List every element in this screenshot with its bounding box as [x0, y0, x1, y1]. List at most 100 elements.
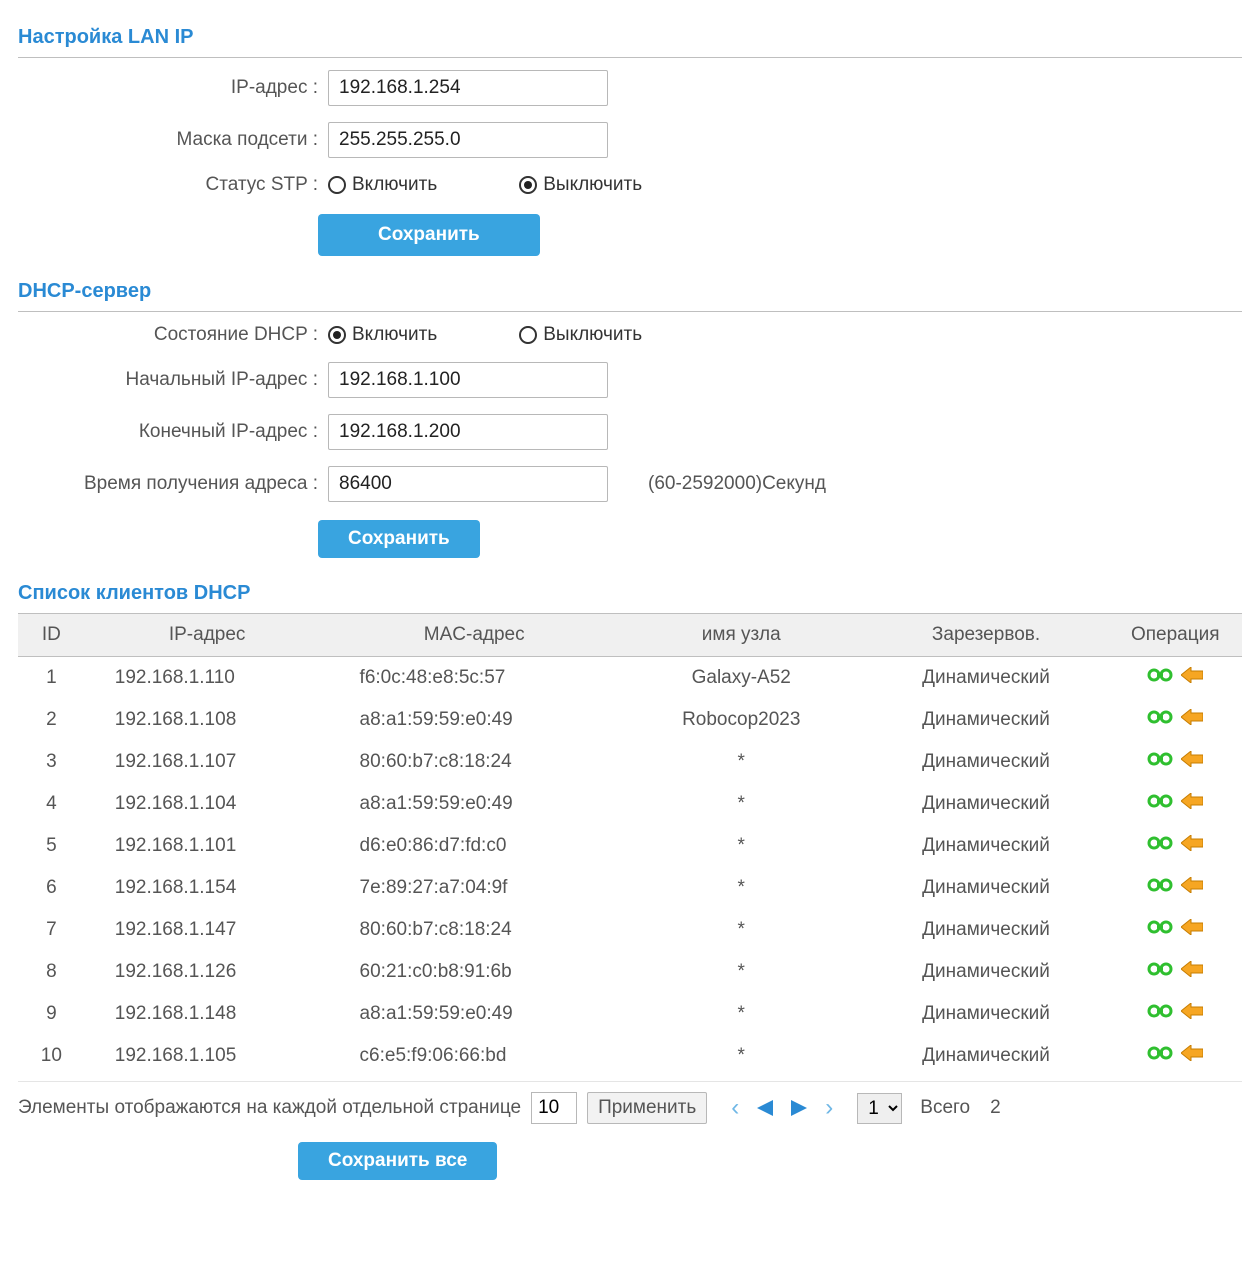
- dhcp-section-title: DHCP-сервер: [18, 280, 1242, 303]
- release-button[interactable]: [1181, 919, 1203, 941]
- dhcp-lease-input[interactable]: [328, 466, 608, 502]
- bind-button[interactable]: [1147, 919, 1173, 941]
- release-button[interactable]: [1181, 877, 1203, 899]
- cell-ops: [1108, 825, 1242, 867]
- per-page-input[interactable]: [531, 1092, 577, 1124]
- cell-ops: [1108, 783, 1242, 825]
- table-row: 10192.168.1.105c6:e5:f9:06:66:bd*Динамич…: [18, 1035, 1242, 1077]
- bind-button[interactable]: [1147, 793, 1173, 815]
- cell-ip: 192.168.1.105: [85, 1035, 330, 1077]
- cell-ops: [1108, 993, 1242, 1035]
- divider: [18, 57, 1242, 58]
- cell-id: 5: [18, 825, 85, 867]
- cell-ops: [1108, 867, 1242, 909]
- first-page-icon[interactable]: ‹: [731, 1096, 739, 1120]
- release-button[interactable]: [1181, 667, 1203, 689]
- arrow-left-icon: [1181, 835, 1203, 851]
- bind-button[interactable]: [1147, 877, 1173, 899]
- cell-ip: 192.168.1.148: [85, 993, 330, 1035]
- release-button[interactable]: [1181, 793, 1203, 815]
- radio-icon: [328, 326, 346, 344]
- cell-id: 6: [18, 867, 85, 909]
- col-host: имя узла: [619, 614, 864, 657]
- col-ops: Операция: [1108, 614, 1242, 657]
- release-button[interactable]: [1181, 751, 1203, 773]
- dhcp-state-on-radio[interactable]: Включить: [328, 324, 437, 346]
- next-page-icon[interactable]: [791, 1100, 807, 1116]
- arrow-left-icon: [1181, 1003, 1203, 1019]
- cell-mac: a8:a1:59:59:e0:49: [330, 993, 619, 1035]
- bind-button[interactable]: [1147, 835, 1173, 857]
- release-button[interactable]: [1181, 835, 1203, 857]
- release-button[interactable]: [1181, 961, 1203, 983]
- lan-stp-on-radio[interactable]: Включить: [328, 174, 437, 196]
- dhcp-save-button[interactable]: Сохранить: [318, 520, 480, 558]
- table-row: 8192.168.1.12660:21:c0:b8:91:6b*Динамиче…: [18, 951, 1242, 993]
- lan-stp-off-label: Выключить: [543, 174, 642, 196]
- cell-mac: 80:60:b7:c8:18:24: [330, 909, 619, 951]
- link-icon: [1147, 877, 1173, 893]
- lan-stp-off-radio[interactable]: Выключить: [519, 174, 642, 196]
- cell-mac: 7e:89:27:a7:04:9f: [330, 867, 619, 909]
- arrow-left-icon: [1181, 919, 1203, 935]
- cell-ip: 192.168.1.104: [85, 783, 330, 825]
- page-select[interactable]: 1: [857, 1093, 902, 1124]
- cell-reserved: Динамический: [864, 741, 1109, 783]
- bind-button[interactable]: [1147, 1003, 1173, 1025]
- cell-id: 7: [18, 909, 85, 951]
- dhcp-state-label: Состояние DHCP :: [18, 324, 328, 346]
- cell-ip: 192.168.1.101: [85, 825, 330, 867]
- radio-icon: [519, 176, 537, 194]
- cell-id: 10: [18, 1035, 85, 1077]
- release-button[interactable]: [1181, 1045, 1203, 1067]
- table-row: 2192.168.1.108a8:a1:59:59:e0:49Robocop20…: [18, 699, 1242, 741]
- cell-ip: 192.168.1.154: [85, 867, 330, 909]
- lan-save-button[interactable]: Сохранить: [318, 214, 540, 256]
- dhcp-state-on-label: Включить: [352, 324, 437, 346]
- cell-ops: [1108, 741, 1242, 783]
- cell-reserved: Динамический: [864, 825, 1109, 867]
- divider: [18, 311, 1242, 312]
- cell-mac: d6:e0:86:d7:fd:c0: [330, 825, 619, 867]
- lan-mask-input[interactable]: [328, 122, 608, 158]
- bind-button[interactable]: [1147, 961, 1173, 983]
- bind-button[interactable]: [1147, 1045, 1173, 1067]
- cell-id: 3: [18, 741, 85, 783]
- dhcp-lease-label: Время получения адреса :: [18, 473, 328, 495]
- bind-button[interactable]: [1147, 751, 1173, 773]
- bind-button[interactable]: [1147, 667, 1173, 689]
- prev-page-icon[interactable]: [757, 1100, 773, 1116]
- lan-stp-on-label: Включить: [352, 174, 437, 196]
- save-all-button[interactable]: Сохранить все: [298, 1142, 497, 1180]
- cell-reserved: Динамический: [864, 909, 1109, 951]
- dhcp-end-input[interactable]: [328, 414, 608, 450]
- cell-host: *: [619, 867, 864, 909]
- cell-id: 9: [18, 993, 85, 1035]
- cell-host: *: [619, 951, 864, 993]
- total-label: Всего: [920, 1097, 970, 1119]
- lan-ip-input[interactable]: [328, 70, 608, 106]
- col-id: ID: [18, 614, 85, 657]
- col-ip: IP-адрес: [85, 614, 330, 657]
- pager: Элементы отображаются на каждой отдельно…: [18, 1081, 1242, 1124]
- table-row: 7192.168.1.14780:60:b7:c8:18:24*Динамиче…: [18, 909, 1242, 951]
- dhcp-start-input[interactable]: [328, 362, 608, 398]
- cell-ops: [1108, 1035, 1242, 1077]
- dhcp-state-off-radio[interactable]: Выключить: [519, 324, 642, 346]
- cell-reserved: Динамический: [864, 783, 1109, 825]
- link-icon: [1147, 919, 1173, 935]
- cell-ip: 192.168.1.110: [85, 657, 330, 700]
- release-button[interactable]: [1181, 709, 1203, 731]
- bind-button[interactable]: [1147, 709, 1173, 731]
- cell-mac: f6:0c:48:e8:5c:57: [330, 657, 619, 700]
- col-reserved: Зарезервов.: [864, 614, 1109, 657]
- lan-mask-label: Маска подсети :: [18, 129, 328, 151]
- apply-button[interactable]: Применить: [587, 1092, 707, 1124]
- total-value: 2: [990, 1097, 1001, 1119]
- cell-host: Galaxy-A52: [619, 657, 864, 700]
- cell-reserved: Динамический: [864, 657, 1109, 700]
- cell-host: *: [619, 741, 864, 783]
- release-button[interactable]: [1181, 1003, 1203, 1025]
- last-page-icon[interactable]: ›: [825, 1096, 833, 1120]
- clients-table: ID IP-адрес MAC-адрес имя узла Зарезерво…: [18, 613, 1242, 1077]
